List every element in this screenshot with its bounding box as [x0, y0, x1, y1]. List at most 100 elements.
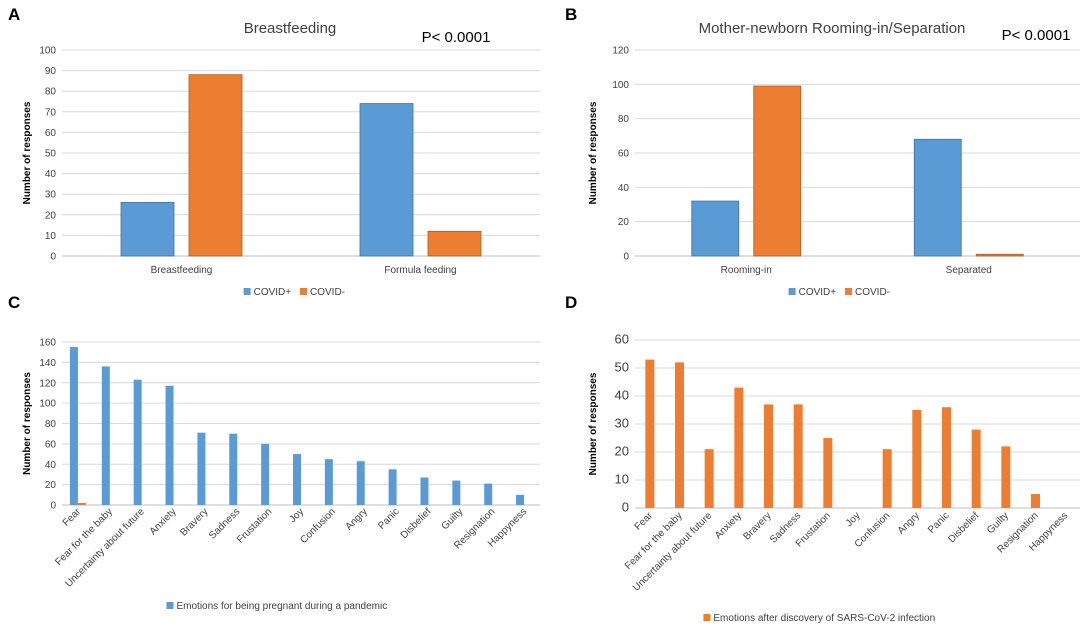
y-tick-label: 140 [39, 358, 56, 369]
x-category-label: Separated [946, 265, 992, 276]
y-tick-label: 0 [623, 252, 629, 263]
x-category-label: Breastfeeding [151, 265, 213, 276]
y-tick-label: 20 [618, 217, 630, 228]
x-category-label: Fear [61, 506, 84, 529]
bar-emotions-for-being-pregnant-during-a-pandemic-12 [452, 480, 461, 505]
bar-emotions-for-being-pregnant-during-a-pandemic-5 [229, 433, 238, 505]
chart-title: Breastfeeding [244, 20, 337, 37]
x-category-label: Joy [844, 510, 863, 529]
panel-c: C 0 20 40 60 80 100 120 140 160 Number of response… [8, 293, 540, 612]
legend-swatch-0 [788, 288, 796, 295]
bar-emotions-for-being-pregnant-during-a-pandemic-8 [324, 459, 333, 505]
y-tick-label: 60 [615, 332, 629, 347]
x-category-label: Rooming-in [721, 265, 772, 276]
y-tick-label: 20 [45, 210, 57, 221]
y-tick-label: 120 [612, 46, 629, 57]
y-tick-label: 60 [45, 128, 57, 139]
y-tick-label: 40 [618, 183, 630, 194]
x-category-label: Panic [376, 506, 401, 531]
y-tick-label: 50 [615, 360, 629, 375]
p-value-annotation: P< 0.0001 [1002, 27, 1071, 44]
bar-emotions-for-being-pregnant-during-a-pandemic-9 [356, 461, 365, 505]
panel-b: B Mother-newborn Rooming-in/Separation P< … [565, 5, 1080, 298]
bar-covid-1 [359, 103, 414, 257]
panel-letter: A [8, 5, 20, 24]
bar-emotions-for-being-pregnant-during-a-pandemic-7 [293, 454, 301, 505]
bar-emotions-for-being-pregnant-during-a-pandemic-14 [516, 494, 525, 505]
legend-label: COVID- [310, 287, 345, 298]
bar-emotions-after-discovery-of-sars-cov-2-infection-0 [645, 359, 655, 508]
x-category-label: Joy [287, 506, 306, 525]
legend-swatch-0 [166, 602, 174, 609]
y-tick-label: 160 [39, 338, 56, 349]
y-tick-label: 40 [615, 388, 629, 403]
bar-emotions-for-being-pregnant-during-a-pandemic-2 [133, 379, 142, 505]
legend-label: COVID+ [799, 287, 837, 298]
y-tick-label: 30 [45, 190, 57, 201]
legend-swatch-1 [845, 288, 852, 295]
x-category-label: Angry [344, 506, 370, 532]
panel-a: A Breastfeeding P< 0.0001 0 10 20 30 40 50 60 70 80… [8, 5, 540, 298]
legend-label: COVID+ [254, 287, 292, 298]
x-category-label: Guilty [440, 506, 466, 532]
y-tick-label: 100 [39, 399, 56, 410]
bar-emotions-for-being-pregnant-during-a-pandemic-11 [420, 477, 429, 505]
x-category-label: Bravery [178, 506, 210, 538]
bar-covid-0 [120, 202, 175, 257]
y-tick-label: 40 [45, 460, 57, 471]
y-tick-label: 120 [39, 378, 56, 389]
legend-swatch-1 [300, 288, 307, 295]
y-tick-label: 80 [45, 87, 57, 98]
x-category-label: Guilty [985, 510, 1011, 536]
p-value-annotation: P< 0.0001 [422, 29, 491, 46]
bar-series-1-0 [77, 502, 86, 505]
y-tick-label: 20 [615, 444, 629, 459]
y-axis-label: Number of responses [22, 101, 33, 204]
bar-emotions-after-discovery-of-sars-cov-2-infection-11 [971, 429, 981, 508]
bar-emotions-for-being-pregnant-during-a-pandemic-1 [101, 366, 110, 505]
y-tick-label: 10 [45, 231, 57, 242]
y-tick-label: 70 [45, 107, 57, 118]
bar-emotions-for-being-pregnant-during-a-pandemic-0 [69, 347, 78, 505]
y-axis-label: Number of responses [22, 372, 33, 475]
chart-title: Mother-newborn Rooming-in/Separation [699, 20, 966, 37]
x-category-label: Anxiety [713, 510, 744, 541]
bar-emotions-after-discovery-of-sars-cov-2-infection-9 [912, 410, 922, 508]
y-tick-label: 30 [615, 416, 629, 431]
y-tick-label: 100 [39, 46, 56, 57]
y-tick-label: 80 [45, 419, 57, 430]
y-tick-label: 50 [45, 149, 57, 160]
x-category-label: Disbelief [399, 506, 434, 541]
y-tick-label: 0 [622, 500, 629, 515]
bar-emotions-after-discovery-of-sars-cov-2-infection-12 [1001, 446, 1011, 508]
legend-label: Emotions for being pregnant during a pan… [177, 601, 388, 612]
bar-emotions-after-discovery-of-sars-cov-2-infection-4 [764, 404, 773, 508]
legend-swatch-0 [703, 614, 711, 621]
legend-swatch-0 [243, 288, 251, 295]
x-category-label: Fear for the baby [53, 506, 115, 568]
bar-covid-0 [753, 85, 802, 257]
y-tick-label: 60 [45, 439, 57, 450]
y-axis-label: Number of responses [588, 372, 599, 475]
bar-emotions-for-being-pregnant-during-a-pandemic-6 [261, 443, 270, 505]
bar-covid-0 [188, 74, 243, 257]
panel-letter: D [565, 293, 577, 312]
legend-label: Emotions after discovery of SARS-CoV-2 i… [713, 613, 935, 624]
bar-covid-1 [427, 230, 482, 257]
y-tick-label: 10 [615, 472, 629, 487]
bar-emotions-for-being-pregnant-during-a-pandemic-3 [165, 385, 174, 505]
x-category-label: Formula feeding [384, 265, 456, 276]
y-tick-label: 100 [612, 80, 629, 91]
y-tick-label: 20 [45, 480, 57, 491]
x-category-label: Confusion [298, 506, 338, 546]
bar-emotions-after-discovery-of-sars-cov-2-infection-6 [823, 438, 833, 508]
bar-emotions-after-discovery-of-sars-cov-2-infection-1 [675, 362, 684, 508]
panel-letter: B [565, 5, 577, 24]
x-category-label: Fear [633, 510, 656, 533]
bar-covid-1 [913, 138, 962, 257]
bar-emotions-for-being-pregnant-during-a-pandemic-4 [197, 432, 206, 505]
y-tick-label: 60 [618, 149, 630, 160]
x-category-label: Frustation [235, 506, 274, 545]
